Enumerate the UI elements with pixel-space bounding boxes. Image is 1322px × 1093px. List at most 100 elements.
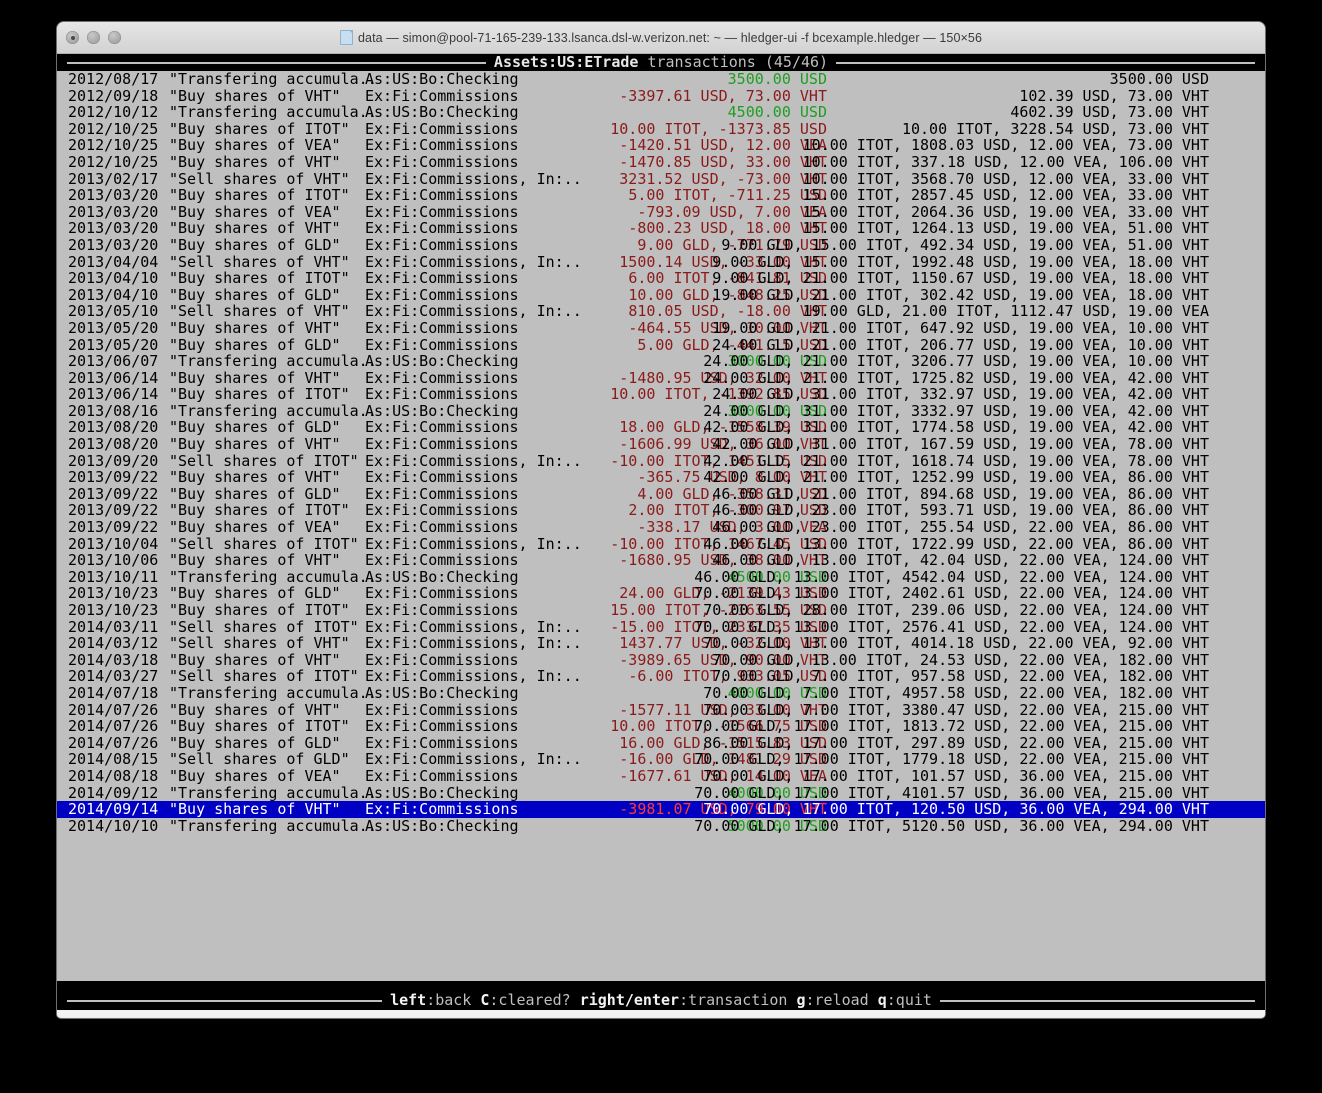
- transaction-list[interactable]: 2012/08/17 "Transfering accumula.. As:US:B…: [57, 71, 1265, 834]
- row-balance: 46.00 GLD, 23.00 ITOT, 255.54 USD, 22.00…: [712, 518, 1209, 537]
- row-balance: 19.00 GLD, 21.00 ITOT, 1112.47 USD, 19.0…: [802, 302, 1209, 321]
- row-date: 2013/09/22: [68, 518, 159, 537]
- row-amount: -464.55 USD, 10.00 VHT: [628, 318, 827, 337]
- table-row[interactable]: 2012/10/25 "Buy shares of VEA" Ex:Fi:Commi…: [57, 137, 1265, 154]
- row-date: 2014/09/14: [68, 800, 159, 819]
- row-amount: 6.00 ITOT, -841.81 USD: [628, 269, 827, 288]
- table-row[interactable]: 2013/09/22 "Buy shares of VHT" Ex:Fi:Commi…: [57, 469, 1265, 486]
- row-date: 2013/06/14: [68, 385, 159, 404]
- table-row[interactable]: 2012/10/25 "Buy shares of VHT" Ex:Fi:Commi…: [57, 154, 1265, 171]
- status-rule-left: [67, 999, 383, 1002]
- row-amount: 9.00 GLD, -771.79 USD: [637, 235, 827, 254]
- row-date: 2014/08/15: [68, 750, 159, 769]
- close-button[interactable]: [66, 31, 79, 44]
- table-row[interactable]: 2013/08/16 "Transfering accumula.. As:US:B…: [57, 403, 1265, 420]
- table-row[interactable]: 2013/05/20 "Buy shares of GLD" Ex:Fi:Commi…: [57, 335, 1265, 354]
- table-row[interactable]: 2013/08/20 "Buy shares of GLD" Ex:Fi:Commi…: [57, 419, 1265, 436]
- zoom-button[interactable]: [108, 31, 121, 44]
- row-date: 2012/09/18: [68, 86, 159, 105]
- row-account: Ex:Fi:Commissions: [365, 202, 519, 221]
- row-date: 2012/10/25: [68, 119, 159, 138]
- table-row[interactable]: 2014/09/14 "Buy shares of VHT" Ex:Fi:Commi…: [57, 801, 1265, 818]
- row-date: 2013/03/20: [68, 202, 159, 221]
- row-balance: 24.00 GLD, 21.00 ITOT, 1725.82 USD, 19.0…: [703, 368, 1209, 387]
- row-account: Ex:Fi:Commissions: [365, 800, 519, 819]
- row-amount: -793.09 USD, 7.00 VEA: [637, 202, 827, 221]
- table-row[interactable]: 2013/10/23 "Buy shares of ITOT" Ex:Fi:Comm…: [57, 602, 1265, 619]
- table-row[interactable]: 2014/07/26 "Buy shares of VHT" Ex:Fi:Commi…: [57, 701, 1265, 719]
- row-account: As:US:Bo:Checking: [365, 683, 519, 702]
- table-row[interactable]: 2014/07/26 "Buy shares of GLD" Ex:Fi:Commi…: [57, 735, 1265, 752]
- table-row[interactable]: 2012/08/17 "Transfering accumula.. As:US:B…: [57, 71, 1265, 88]
- row-balance: 24.00 GLD, 31.00 ITOT, 3332.97 USD, 19.0…: [703, 401, 1209, 420]
- row-balance: 4602.39 USD, 73.00 VHT: [1010, 103, 1209, 122]
- window-titlebar[interactable]: data — simon@pool-71-165-239-133.lsanca.…: [57, 22, 1265, 54]
- table-row[interactable]: 2014/08/15 "Sell shares of GLD" Ex:Fi:Comm…: [57, 751, 1265, 768]
- table-row[interactable]: 2013/10/23 "Buy shares of GLD" Ex:Fi:Commi…: [57, 585, 1265, 602]
- table-row[interactable]: 2013/04/10 "Buy shares of GLD" Ex:Fi:Commi…: [57, 287, 1265, 304]
- row-date: 2013/06/14: [68, 368, 159, 387]
- row-balance: 46.00 GLD, 13.00 ITOT, 42.04 USD, 22.00 …: [712, 551, 1209, 570]
- row-description: "Buy shares of ITOT": [169, 601, 350, 619]
- row-amount: -1420.51 USD, 12.00 VEA: [619, 136, 827, 155]
- table-row[interactable]: 2014/07/18 "Transfering accumula.. As:US:B…: [57, 685, 1265, 702]
- row-date: 2013/03/20: [68, 219, 159, 238]
- table-row[interactable]: 2013/09/22 "Buy shares of VEA" Ex:Fi:Commi…: [57, 519, 1265, 536]
- row-account: Ex:Fi:Commissions: [365, 501, 519, 520]
- table-row[interactable]: 2012/09/18 "Buy shares of VHT" Ex:Fi:Commi…: [57, 86, 1265, 105]
- row-amount: 4500.00 USD: [727, 567, 827, 586]
- row-balance: 70.00 GLD, 17.00 ITOT, 1813.72 USD, 22.0…: [694, 717, 1209, 736]
- table-row[interactable]: 2013/03/20 "Buy shares of GLD" Ex:Fi:Commi…: [57, 237, 1265, 254]
- table-row[interactable]: 2013/03/20 "Buy shares of VHT" Ex:Fi:Commi…: [57, 220, 1265, 237]
- row-balance: 19.00 GLD, 21.00 ITOT, 647.92 USD, 19.00…: [712, 318, 1209, 337]
- row-account: Ex:Fi:Commissions: [365, 335, 519, 354]
- table-row[interactable]: 2013/06/07 "Transfering accumula.. As:US:B…: [57, 353, 1265, 370]
- table-row[interactable]: 2014/08/18 "Buy shares of VEA" Ex:Fi:Commi…: [57, 768, 1265, 785]
- row-date: 2013/10/23: [68, 601, 159, 619]
- row-amount: -338.17 USD, 3.00 VEA: [637, 518, 827, 537]
- row-amount: 5.00 GLD, -441.15 USD: [637, 335, 827, 354]
- table-row[interactable]: 2013/03/20 "Buy shares of VEA" Ex:Fi:Commi…: [57, 204, 1265, 221]
- table-row[interactable]: 2013/09/20 "Sell shares of ITOT" Ex:Fi:Com…: [57, 453, 1265, 470]
- row-description: "Sell shares of VHT": [169, 302, 350, 321]
- table-row[interactable]: 2014/07/26 "Buy shares of ITOT" Ex:Fi:Comm…: [57, 718, 1265, 735]
- table-row[interactable]: 2013/08/20 "Buy shares of VHT" Ex:Fi:Commi…: [57, 436, 1265, 453]
- status-area: left:back C:cleared? right/enter:transac…: [57, 973, 1265, 1017]
- table-row[interactable]: 2013/10/06 "Buy shares of VHT" Ex:Fi:Commi…: [57, 552, 1265, 569]
- table-row[interactable]: 2013/10/04 "Sell shares of ITOT" Ex:Fi:Com…: [57, 536, 1265, 553]
- table-row[interactable]: 2013/10/11 "Transfering accumula.. As:US:B…: [57, 569, 1265, 586]
- table-row[interactable]: 2013/04/10 "Buy shares of ITOT" Ex:Fi:Comm…: [57, 270, 1265, 287]
- table-row[interactable]: 2013/02/17 "Sell shares of VHT" Ex:Fi:Comm…: [57, 170, 1265, 188]
- table-row[interactable]: 2014/03/12 "Sell shares of VHT" Ex:Fi:Comm…: [57, 635, 1265, 652]
- row-account: Ex:Fi:Commissions, In:..: [365, 451, 582, 470]
- table-row[interactable]: 2013/03/20 "Buy shares of ITOT" Ex:Fi:Comm…: [57, 187, 1265, 204]
- row-balance: 15.00 ITOT, 2064.36 USD, 19.00 VEA, 33.0…: [802, 202, 1209, 221]
- table-row[interactable]: 2013/09/22 "Buy shares of GLD" Ex:Fi:Commi…: [57, 486, 1265, 503]
- table-row[interactable]: 2014/09/12 "Transfering accumula.. As:US:B…: [57, 783, 1265, 802]
- table-row[interactable]: 2014/03/18 "Buy shares of VHT" Ex:Fi:Commi…: [57, 652, 1265, 669]
- table-row[interactable]: 2013/04/04 "Sell shares of VHT" Ex:Fi:Comm…: [57, 252, 1265, 271]
- table-row[interactable]: 2013/06/14 "Buy shares of VHT" Ex:Fi:Commi…: [57, 370, 1265, 387]
- table-row[interactable]: 2012/10/12 "Transfering accumula.. As:US:B…: [57, 104, 1265, 121]
- table-row[interactable]: 2013/09/22 "Buy shares of ITOT" Ex:Fi:Comm…: [57, 502, 1265, 519]
- row-description: "Transfering accumula..: [169, 783, 377, 802]
- row-balance: 70.00 GLD, 17.00 ITOT, 120.50 USD, 36.00…: [703, 800, 1209, 819]
- row-description: "Buy shares of VHT": [169, 219, 341, 238]
- table-row[interactable]: 2013/06/14 "Buy shares of ITOT" Ex:Fi:Comm…: [57, 386, 1265, 403]
- table-row[interactable]: 2014/03/11 "Sell shares of ITOT" Ex:Fi:Com…: [57, 618, 1265, 636]
- traffic-light-group: [66, 31, 121, 44]
- row-balance: 70.00 GLD, 17.00 ITOT, 4101.57 USD, 36.0…: [694, 783, 1209, 802]
- table-row[interactable]: 2012/10/25 "Buy shares of ITOT" Ex:Fi:Comm…: [57, 121, 1265, 138]
- row-account: Ex:Fi:Commissions: [365, 484, 519, 503]
- header-account: Assets:US:ETrade: [493, 54, 639, 71]
- row-amount: 16.00 GLD, -1515.83 USD: [619, 733, 827, 752]
- row-description: "Buy shares of GLD": [169, 335, 341, 354]
- row-account: Ex:Fi:Commissions, In:..: [365, 252, 582, 271]
- table-row[interactable]: 2013/05/20 "Buy shares of VHT" Ex:Fi:Commi…: [57, 320, 1265, 337]
- table-row[interactable]: 2014/10/10 "Transfering accumula.. As:US:B…: [57, 818, 1265, 835]
- table-row[interactable]: 2014/03/27 "Sell shares of ITOT" Ex:Fi:Com…: [57, 668, 1265, 685]
- table-row[interactable]: 2013/05/10 "Sell shares of VHT" Ex:Fi:Comm…: [57, 303, 1265, 320]
- row-date: 2013/10/06: [68, 551, 159, 570]
- minimize-button[interactable]: [87, 31, 100, 44]
